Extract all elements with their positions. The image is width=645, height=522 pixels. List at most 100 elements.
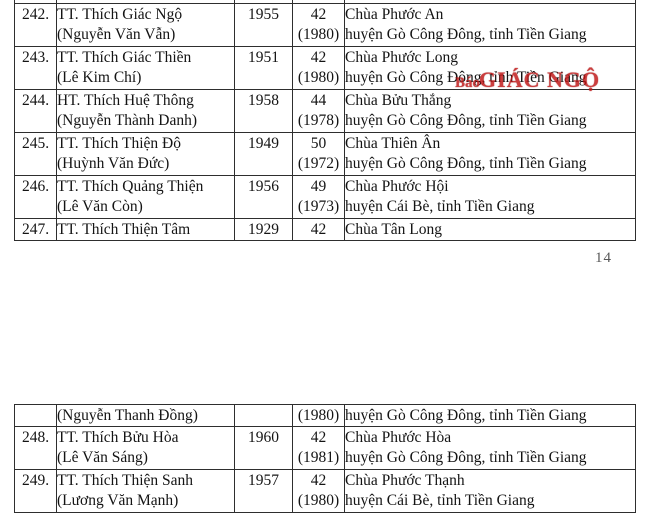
text-line: 246. — [21, 178, 50, 195]
text-line: 1949 — [248, 135, 279, 152]
birth-year-cell: 1960 — [234, 426, 293, 470]
text-line: (Lê Văn Sáng) — [57, 449, 148, 466]
row-number-cell: 248. — [14, 426, 57, 470]
monk-name-cell: TT. Thích Thiện Tâm — [56, 218, 235, 241]
table-row: 245. TT. Thích Thiện Độ (Huỳnh Văn Đức) 194… — [14, 132, 636, 176]
age-cell: (1980) — [292, 404, 345, 427]
row-number-cell — [14, 404, 57, 427]
temple-address-cell: Chùa Phước Hòa huyện Gò Công Đông, tỉnh T… — [344, 426, 636, 470]
text-line: 248. — [21, 429, 50, 446]
birth-year-cell: 1955 — [234, 3, 293, 47]
text-line: 42 — [310, 429, 327, 446]
monk-name-cell: TT. Thích Giác Ngộ (Nguyễn Văn Vẫn) — [56, 3, 235, 47]
text-line: TT. Thích Thiện Sanh — [57, 472, 194, 489]
text-line: TT. Thích Quảng Thiện — [57, 178, 204, 195]
text-line: (Nguyễn Thành Danh) — [57, 112, 198, 129]
monks-table-fragment-top: 242. TT. Thích Giác Ngộ (Nguyễn Văn Vẫn) 19… — [14, 0, 636, 241]
text-line: Chùa Phước Long — [345, 49, 459, 66]
row-number-cell: 242. — [14, 3, 57, 47]
text-line: huyện Gò Công Đông, tỉnh Tiền Giang — [345, 155, 587, 172]
birth-year-cell — [234, 404, 293, 427]
row-number-cell: 246. — [14, 175, 57, 219]
monk-name-cell: TT. Thích Thiện Độ (Huỳnh Văn Đức) — [56, 132, 235, 176]
text-line: huyện Gò Công Đông, tỉnh Tiền Giang — [345, 112, 587, 129]
text-line: 1956 — [248, 178, 279, 195]
text-line: 249. — [21, 472, 50, 489]
birth-year-cell: 1949 — [234, 132, 293, 176]
text-line: TT. Thích Thiện Độ — [57, 135, 181, 152]
table-row: 244. HT. Thích Huệ Thông (Nguyễn Thành Dan… — [14, 89, 636, 133]
row-number-cell: 243. — [14, 46, 57, 90]
text-line: (1981) — [297, 449, 340, 466]
text-line: 49 — [310, 178, 327, 195]
monk-name-cell: HT. Thích Huệ Thông (Nguyễn Thành Danh) — [56, 89, 235, 133]
text-line: Chùa Tân Long — [345, 221, 443, 238]
text-line: TT. Thích Bửu Hòa — [57, 429, 179, 446]
monk-name-cell: TT. Thích Quảng Thiện (Lê Văn Còn) — [56, 175, 235, 219]
text-line: (Nguyễn Văn Vẫn) — [57, 26, 176, 43]
text-line: TT. Thích Thiện Tâm — [57, 221, 191, 238]
table-row: 248. TT. Thích Bửu Hòa (Lê Văn Sáng) 1960 42… — [14, 426, 636, 470]
monk-name-cell: (Nguyễn Thanh Đồng) — [56, 404, 235, 427]
text-line: huyện Gò Công Đông, tỉnh Tiền Giang — [345, 449, 587, 466]
text-line: (1980) — [297, 26, 340, 43]
text-line: (Nguyễn Thanh Đồng) — [57, 407, 198, 424]
text-line: 42 — [310, 49, 327, 66]
text-line: (1980) — [297, 69, 340, 86]
monk-name-cell: TT. Thích Bửu Hòa (Lê Văn Sáng) — [56, 426, 235, 470]
text-line: (Lê Kim Chí) — [57, 69, 142, 86]
text-line: 42 — [310, 221, 327, 238]
monks-table-fragment-bottom: (Nguyễn Thanh Đồng) (1980) huyện Gò Công Đ… — [14, 404, 636, 513]
monk-name-cell: TT. Thích Thiện Sanh (Lương Văn Mạnh) — [56, 469, 235, 513]
text-line: (1973) — [297, 198, 340, 215]
table-row: 247. TT. Thích Thiện Tâm 1929 42 Chùa Tân Lo… — [14, 218, 636, 241]
page-number: 14 — [595, 250, 612, 266]
text-line: 1929 — [248, 221, 279, 238]
text-line: 245. — [21, 135, 50, 152]
temple-address-cell: huyện Gò Công Đông, tỉnh Tiền Giang — [344, 404, 636, 427]
text-line: huyện Gò Công Đông, tỉnh Tiền Giang — [345, 69, 587, 86]
text-line: 44 — [310, 92, 327, 109]
temple-address-cell: Chùa Phước Thạnh huyện Cái Bè, tỉnh Tiền … — [344, 469, 636, 513]
text-line: 1955 — [248, 6, 279, 23]
temple-address-cell: Chùa Phước Long huyện Gò Công Đông, tỉnh … — [344, 46, 636, 90]
birth-year-cell: 1956 — [234, 175, 293, 219]
age-cell: 42 (1981) — [292, 426, 345, 470]
text-line: TT. Thích Giác Thiền — [57, 49, 192, 66]
text-line: 242. — [21, 6, 50, 23]
text-line: Chùa Bửu Thắng — [345, 92, 452, 109]
text-line: 42 — [310, 6, 327, 23]
row-number-cell: 244. — [14, 89, 57, 133]
age-cell: 49 (1973) — [292, 175, 345, 219]
age-cell: 44 (1978) — [292, 89, 345, 133]
text-line: (1980) — [297, 492, 340, 509]
text-line: 247. — [21, 221, 50, 238]
temple-address-cell: Chùa Bửu Thắng huyện Gò Công Đông, tỉnh T… — [344, 89, 636, 133]
text-line: huyện Cái Bè, tỉnh Tiền Giang — [345, 198, 535, 215]
text-line: 244. — [21, 92, 50, 109]
text-line: Chùa Phước Hòa — [345, 429, 452, 446]
text-line: (Lê Văn Còn) — [57, 198, 143, 215]
row-number-cell: 249. — [14, 469, 57, 513]
text-line: (Lương Văn Mạnh) — [57, 492, 179, 509]
text-line: HT. Thích Huệ Thông — [57, 92, 194, 109]
text-line: 1958 — [248, 92, 279, 109]
text-line: Chùa Thiên Ân — [345, 135, 441, 152]
text-line: Chùa Phước Thạnh — [345, 472, 465, 489]
birth-year-cell: 1951 — [234, 46, 293, 90]
age-cell: 42 (1980) — [292, 469, 345, 513]
row-number-cell: 247. — [14, 218, 57, 241]
text-line: 1951 — [248, 49, 279, 66]
text-line: 42 — [310, 472, 327, 489]
row-number-cell: 245. — [14, 132, 57, 176]
text-line: huyện Gò Công Đông, tỉnh Tiền Giang — [345, 26, 587, 43]
text-line: (Huỳnh Văn Đức) — [57, 155, 170, 172]
text-line: 50 — [310, 135, 327, 152]
table-row: (Nguyễn Thanh Đồng) (1980) huyện Gò Công Đ… — [14, 404, 636, 427]
text-line: huyện Gò Công Đông, tỉnh Tiền Giang — [345, 407, 587, 424]
temple-address-cell: Chùa Thiên Ân huyện Gò Công Đông, tỉnh Ti… — [344, 132, 636, 176]
text-line: 243. — [21, 49, 50, 66]
age-cell: 42 — [292, 218, 345, 241]
table-row: 243. TT. Thích Giác Thiền (Lê Kim Chí) 1951… — [14, 46, 636, 90]
